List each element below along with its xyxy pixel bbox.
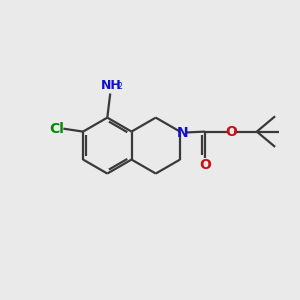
Text: O: O <box>199 158 211 172</box>
Text: Cl: Cl <box>49 122 64 136</box>
Text: N: N <box>176 126 188 140</box>
Text: NH: NH <box>101 79 122 92</box>
Text: $_2$: $_2$ <box>117 81 124 93</box>
Text: O: O <box>225 124 237 139</box>
